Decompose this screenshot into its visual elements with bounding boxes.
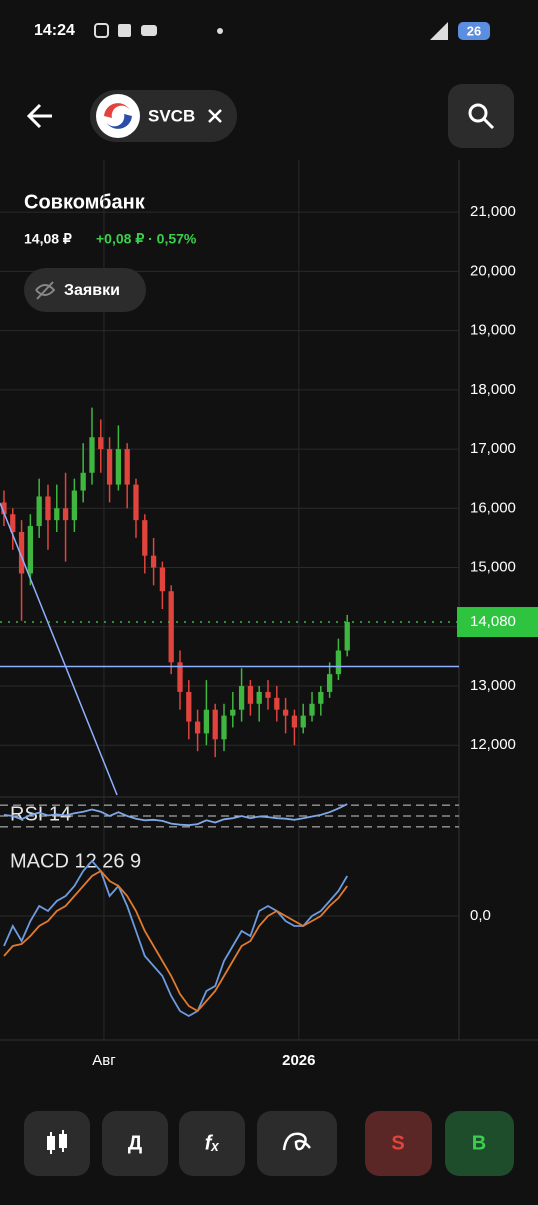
candle-body [326, 674, 333, 692]
back-button[interactable] [26, 103, 52, 129]
x-tick-label: Авг [92, 1052, 116, 1069]
status-icons [94, 22, 448, 40]
last-price-label: 14,080 [470, 613, 516, 630]
indicators-label: fₓ [205, 1132, 220, 1154]
candle-body [98, 437, 104, 450]
y-tick-label: 18,000 [470, 381, 516, 398]
candle-body [80, 472, 86, 491]
y-tick-label: 13,000 [470, 677, 516, 694]
logo-part [106, 114, 132, 129]
eye-off-icon [35, 281, 56, 300]
candle-body [186, 691, 192, 722]
y-tick-label: 0,0 [470, 907, 491, 924]
y-tick-label: 15,000 [470, 559, 516, 576]
candle-body [203, 709, 210, 734]
candle-body [230, 709, 236, 716]
logo [96, 94, 140, 138]
candle-body [89, 437, 95, 473]
chart: 12,00013,00014,00015,00016,00017,00018,0… [0, 160, 538, 1069]
sell-label: S [391, 1132, 404, 1154]
trend-line [0, 502, 118, 796]
candle-body [335, 650, 342, 675]
orders-label: Заявки [64, 282, 120, 299]
y-tick-label: 19,000 [470, 322, 516, 339]
ticker: SVCB [148, 106, 195, 125]
candle-body [1, 502, 7, 515]
candle-body [124, 449, 130, 485]
candle-body [274, 697, 280, 710]
indicator-line [3, 859, 348, 1018]
sell-button[interactable] [365, 1111, 432, 1176]
search-icon [482, 117, 495, 130]
candle-body [150, 555, 157, 568]
time: 14:24 [34, 22, 75, 39]
candle-body [133, 484, 139, 521]
close-chip[interactable] [208, 109, 222, 123]
candle-body [159, 567, 166, 592]
price-change: +0,08 ₽ · 0,57% [96, 231, 197, 247]
indicator-title: RSI 14 [10, 803, 71, 825]
candle-body [18, 531, 25, 574]
search-button[interactable] [448, 84, 514, 148]
indicators-button[interactable] [179, 1111, 245, 1176]
tools-icon [282, 1132, 311, 1151]
candle-body [300, 715, 306, 728]
y-tick-label: 12,000 [470, 736, 516, 753]
candle-body [256, 691, 262, 704]
candle-body [309, 703, 315, 716]
buy-button[interactable] [445, 1111, 514, 1176]
price: 14,08 ₽ [24, 231, 72, 247]
candle-body [168, 591, 174, 663]
chart-type-button[interactable] [24, 1111, 90, 1176]
drawings-label: Д [128, 1132, 142, 1154]
drawings-button[interactable] [102, 1111, 168, 1176]
candle-body [221, 715, 227, 740]
x-tick-label: 2026 [282, 1052, 315, 1069]
candle-body [344, 622, 350, 651]
candle-body [36, 496, 42, 527]
candle-body [194, 721, 201, 734]
search-icon [468, 103, 488, 123]
company-name: Совкомбанк [24, 191, 146, 213]
candle-body [115, 449, 122, 485]
y-tick-label: 21,000 [470, 203, 516, 220]
y-tick-label: 16,000 [470, 499, 516, 516]
battery [458, 22, 490, 40]
buy-label: B [472, 1132, 486, 1154]
candle-body [71, 490, 78, 521]
candle-body [45, 496, 51, 521]
candle-body [142, 520, 148, 556]
indicator-title: MACD 12 26 9 [10, 850, 141, 872]
y-tick-label: 20,000 [470, 262, 516, 279]
orders-button[interactable] [24, 268, 146, 312]
battery-level: 26 [467, 23, 481, 38]
candle-body [265, 691, 271, 698]
last-price-tag [457, 607, 538, 638]
y-tick-label: 17,000 [470, 440, 516, 457]
candle-body [62, 508, 69, 521]
candle-body [10, 514, 16, 532]
candle-body [282, 709, 289, 716]
logo-part [104, 103, 130, 118]
candles-icon [47, 1130, 67, 1154]
candle-body [212, 709, 218, 740]
toolbar: Д fₓ S B [24, 1111, 514, 1176]
indicator-line [3, 869, 348, 1013]
candle-body [318, 691, 324, 704]
candle-body [106, 449, 113, 485]
candle-body [27, 526, 34, 574]
candle-body [238, 686, 245, 710]
candle-body [177, 662, 183, 692]
candle-body [54, 508, 60, 521]
candle-body [247, 686, 254, 704]
candle-body [291, 715, 298, 728]
indicator-line [3, 803, 348, 827]
